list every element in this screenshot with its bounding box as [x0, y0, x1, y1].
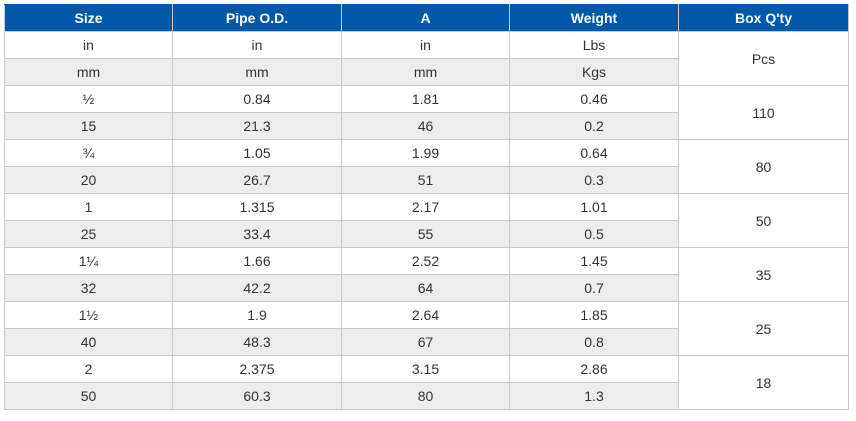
- table-cell: 26.7: [172, 166, 342, 194]
- table-cell: 0.84: [172, 85, 342, 113]
- table-cell: ½: [4, 85, 173, 113]
- table-cell: in: [4, 31, 173, 59]
- table-row-inch: 1 1.315 2.17 1.01 50: [4, 193, 849, 248]
- table-cell: 50: [4, 382, 173, 410]
- units-row-metric: mm mm mm Kgs: [4, 58, 849, 86]
- table-cell: 1.9: [172, 301, 342, 329]
- table-cell: 40: [4, 328, 173, 356]
- table-cell: 51: [341, 166, 510, 194]
- table-cell: mm: [172, 58, 342, 86]
- box-qty-cell: 110: [678, 85, 849, 140]
- table-cell: 67: [341, 328, 510, 356]
- box-qty-cell: 35: [678, 247, 849, 302]
- box-qty-cell: 18: [678, 355, 849, 410]
- box-qty-cell: 25: [678, 301, 849, 356]
- table-row-inch: ¾ 1.05 1.99 0.64 80: [4, 139, 849, 194]
- table-cell: 3.15: [341, 355, 510, 383]
- table-cell: 1.3: [509, 382, 679, 410]
- table-row-metric: 40 48.3 67 0.8: [4, 328, 849, 356]
- table-cell: 2.17: [341, 193, 510, 221]
- table-cell: 0.2: [509, 112, 679, 140]
- table-cell: 21.3: [172, 112, 342, 140]
- table-cell: 42.2: [172, 274, 342, 302]
- table-row-inch: ½ 0.84 1.81 0.46 110: [4, 85, 849, 140]
- pipe-spec-table: Size Pipe O.D. A Weight Box Q'ty in in i…: [4, 4, 849, 410]
- table-cell: 0.7: [509, 274, 679, 302]
- table-cell: 1: [4, 193, 173, 221]
- units-box-qty-cell: Pcs: [678, 31, 849, 86]
- header-size: Size: [4, 4, 173, 32]
- table-cell: 15: [4, 112, 173, 140]
- table-cell: 32: [4, 274, 173, 302]
- table-cell: 33.4: [172, 220, 342, 248]
- table-cell: ¾: [4, 139, 173, 167]
- table-cell: 1¼: [4, 247, 173, 275]
- table-cell: 80: [341, 382, 510, 410]
- header-box-qty: Box Q'ty: [678, 4, 849, 32]
- table-row-inch: 1¼ 1.66 2.52 1.45 35: [4, 247, 849, 302]
- table-row-metric: 25 33.4 55 0.5: [4, 220, 849, 248]
- table-cell: 2.52: [341, 247, 510, 275]
- table-cell: 1.05: [172, 139, 342, 167]
- table-cell: 0.46: [509, 85, 679, 113]
- table-cell: 0.5: [509, 220, 679, 248]
- table-row-metric: 20 26.7 51 0.3: [4, 166, 849, 194]
- header-pipe-od: Pipe O.D.: [172, 4, 342, 32]
- table-cell: in: [172, 31, 342, 59]
- table-cell: 25: [4, 220, 173, 248]
- table-cell: 0.8: [509, 328, 679, 356]
- table-cell: 55: [341, 220, 510, 248]
- box-qty-cell: 80: [678, 139, 849, 194]
- table-row-metric: 15 21.3 46 0.2: [4, 112, 849, 140]
- table-cell: 0.3: [509, 166, 679, 194]
- table-header-row: Size Pipe O.D. A Weight Box Q'ty: [4, 4, 849, 32]
- table-cell: 1.99: [341, 139, 510, 167]
- table-cell: 1.45: [509, 247, 679, 275]
- table-row-inch: 1½ 1.9 2.64 1.85 25: [4, 301, 849, 356]
- header-weight: Weight: [509, 4, 679, 32]
- table-cell: Lbs: [509, 31, 679, 59]
- table-cell: 64: [341, 274, 510, 302]
- table-cell: 0.64: [509, 139, 679, 167]
- table-cell: 1.85: [509, 301, 679, 329]
- table-row-inch: 2 2.375 3.15 2.86 18: [4, 355, 849, 410]
- table-cell: 46: [341, 112, 510, 140]
- table-row-metric: 50 60.3 80 1.3: [4, 382, 849, 410]
- header-a: A: [341, 4, 510, 32]
- table-cell: 2.86: [509, 355, 679, 383]
- table-cell: Kgs: [509, 58, 679, 86]
- table-cell: 20: [4, 166, 173, 194]
- units-row-inch: in in in Lbs Pcs: [4, 31, 849, 86]
- box-qty-cell: 50: [678, 193, 849, 248]
- table-cell: 1.81: [341, 85, 510, 113]
- table-cell: 48.3: [172, 328, 342, 356]
- table-cell: 1.315: [172, 193, 342, 221]
- table-cell: 2.375: [172, 355, 342, 383]
- table-cell: mm: [4, 58, 173, 86]
- table-cell: mm: [341, 58, 510, 86]
- table-cell: 60.3: [172, 382, 342, 410]
- table-cell: 1.01: [509, 193, 679, 221]
- table-cell: in: [341, 31, 510, 59]
- table-cell: 2.64: [341, 301, 510, 329]
- table-cell: 1.66: [172, 247, 342, 275]
- table-cell: 1½: [4, 301, 173, 329]
- table-cell: 2: [4, 355, 173, 383]
